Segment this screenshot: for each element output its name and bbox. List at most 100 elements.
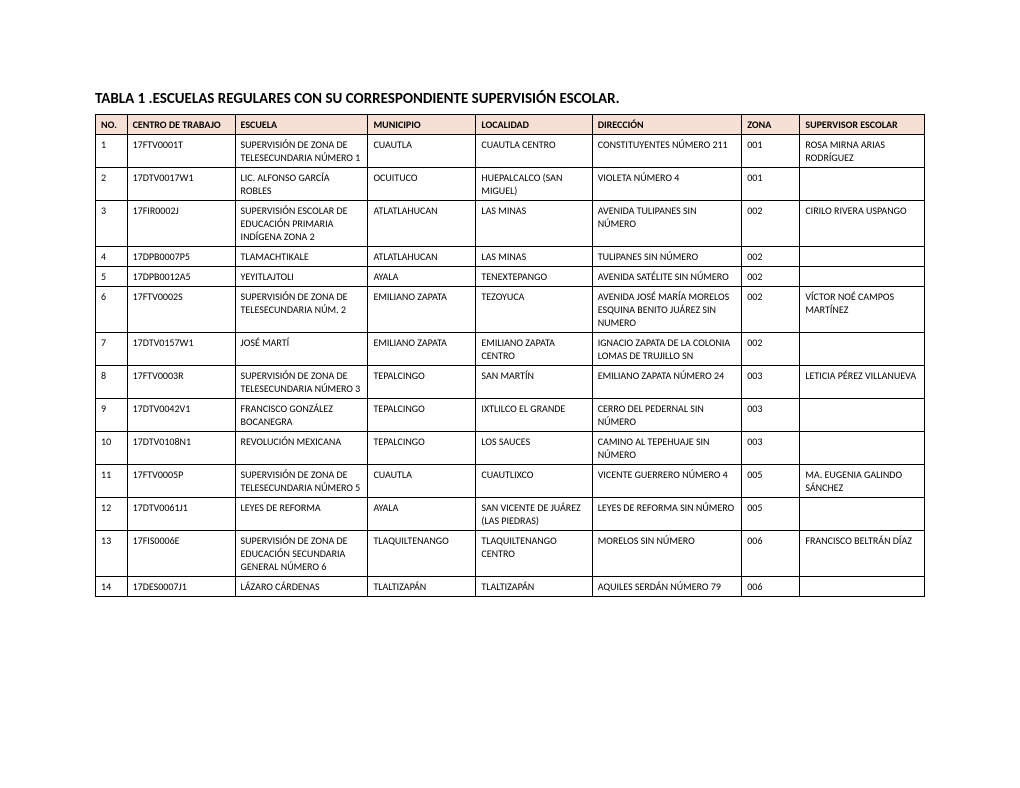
cell-direccion: AVENIDA JOSÉ MARÍA MORELOS ESQUINA BENIT… xyxy=(592,287,742,333)
cell-supervisor xyxy=(800,399,925,432)
cell-direccion: VIOLETA NÚMERO 4 xyxy=(592,168,742,201)
cell-zona: 002 xyxy=(742,287,800,333)
cell-municipio: AYALA xyxy=(368,498,476,531)
cell-supervisor xyxy=(800,498,925,531)
cell-centro: 17FIR0002J xyxy=(127,201,235,247)
table-row: 417DPB0007P5TLAMACHTIKALEATLATLAHUCANLAS… xyxy=(96,247,925,267)
cell-direccion: CONSTITUYENTES NÚMERO 211 xyxy=(592,135,742,168)
cell-localidad: HUEPALCALCO (SAN MIGUEL) xyxy=(476,168,592,201)
table-row: 517DPB0012A5YEYITLAJTOLIAYALATENEXTEPANG… xyxy=(96,267,925,287)
cell-zona: 005 xyxy=(742,498,800,531)
cell-escuela: YEYITLAJTOLI xyxy=(235,267,368,287)
cell-localidad: TENEXTEPANGO xyxy=(476,267,592,287)
cell-municipio: ATLATLAHUCAN xyxy=(368,201,476,247)
cell-escuela: LÁZARO CÁRDENAS xyxy=(235,577,368,597)
col-centro: CENTRO DE TRABAJO xyxy=(127,115,235,135)
cell-municipio: AYALA xyxy=(368,267,476,287)
col-direccion: DIRECCIÓN xyxy=(592,115,742,135)
cell-escuela: SUPERVISIÓN DE ZONA DE TELESECUNDARIA NÚ… xyxy=(235,287,368,333)
table-row: 1317FIS0006ESUPERVISIÓN DE ZONA DE EDUCA… xyxy=(96,531,925,577)
cell-centro: 17DES0007J1 xyxy=(127,577,235,597)
cell-centro: 17FIS0006E xyxy=(127,531,235,577)
cell-municipio: EMILIANO ZAPATA xyxy=(368,333,476,366)
cell-localidad: LAS MINAS xyxy=(476,201,592,247)
table-row: 717DTV0157W1JOSÉ MARTÍEMILIANO ZAPATAEMI… xyxy=(96,333,925,366)
cell-escuela: LEYES DE REFORMA xyxy=(235,498,368,531)
cell-supervisor: VÍCTOR NOÉ CAMPOS MARTÍNEZ xyxy=(800,287,925,333)
table-row: 1117FTV0005PSUPERVISIÓN DE ZONA DE TELES… xyxy=(96,465,925,498)
cell-localidad: SAN VICENTE DE JUÁREZ (LAS PIEDRAS) xyxy=(476,498,592,531)
cell-centro: 17FTV0005P xyxy=(127,465,235,498)
cell-no: 7 xyxy=(96,333,128,366)
cell-no: 8 xyxy=(96,366,128,399)
cell-zona: 003 xyxy=(742,432,800,465)
cell-municipio: OCUITUCO xyxy=(368,168,476,201)
col-escuela: ESCUELA xyxy=(235,115,368,135)
cell-direccion: AVENIDA TULIPANES SIN NÚMERO xyxy=(592,201,742,247)
cell-centro: 17DTV0108N1 xyxy=(127,432,235,465)
cell-zona: 003 xyxy=(742,366,800,399)
cell-escuela: TLAMACHTIKALE xyxy=(235,247,368,267)
cell-supervisor xyxy=(800,577,925,597)
cell-municipio: TLAQUILTENANGO xyxy=(368,531,476,577)
table-row: 317FIR0002JSUPERVISIÓN ESCOLAR DE EDUCAC… xyxy=(96,201,925,247)
col-localidad: LOCALIDAD xyxy=(476,115,592,135)
cell-centro: 17DTV0017W1 xyxy=(127,168,235,201)
cell-escuela: LIC. ALFONSO GARCÍA ROBLES xyxy=(235,168,368,201)
cell-direccion: AVENIDA SATÉLITE SIN NÚMERO xyxy=(592,267,742,287)
cell-direccion: LEYES DE REFORMA SIN NÚMERO xyxy=(592,498,742,531)
col-supervisor: SUPERVISOR ESCOLAR xyxy=(800,115,925,135)
cell-centro: 17DPB0012A5 xyxy=(127,267,235,287)
cell-localidad: SAN MARTÍN xyxy=(476,366,592,399)
cell-direccion: CAMINO AL TEPEHUAJE SIN NÚMERO xyxy=(592,432,742,465)
col-no: NO. xyxy=(96,115,128,135)
table-row: 217DTV0017W1LIC. ALFONSO GARCÍA ROBLESOC… xyxy=(96,168,925,201)
cell-localidad: CUAUTLIXCO xyxy=(476,465,592,498)
cell-no: 2 xyxy=(96,168,128,201)
cell-zona: 006 xyxy=(742,531,800,577)
cell-zona: 002 xyxy=(742,333,800,366)
cell-localidad: IXTLILCO EL GRANDE xyxy=(476,399,592,432)
cell-direccion: MORELOS SIN NÚMERO xyxy=(592,531,742,577)
cell-municipio: TEPALCINGO xyxy=(368,399,476,432)
table-row: 917DTV0042V1FRANCISCO GONZÁLEZ BOCANEGRA… xyxy=(96,399,925,432)
table-row: 1017DTV0108N1REVOLUCIÓN MEXICANATEPALCIN… xyxy=(96,432,925,465)
cell-municipio: TEPALCINGO xyxy=(368,432,476,465)
table-row: 1417DES0007J1LÁZARO CÁRDENASTLALTIZAPÁNT… xyxy=(96,577,925,597)
cell-centro: 17DTV0061J1 xyxy=(127,498,235,531)
cell-supervisor xyxy=(800,168,925,201)
cell-supervisor: FRANCISCO BELTRÁN DÍAZ xyxy=(800,531,925,577)
cell-supervisor: CIRILO RIVERA USPANGO xyxy=(800,201,925,247)
cell-escuela: SUPERVISIÓN DE ZONA DE EDUCACIÓN SECUNDA… xyxy=(235,531,368,577)
cell-supervisor xyxy=(800,247,925,267)
cell-no: 3 xyxy=(96,201,128,247)
table-title: TABLA 1 .ESCUELAS REGULARES CON SU CORRE… xyxy=(95,90,925,108)
cell-localidad: LOS SAUCES xyxy=(476,432,592,465)
cell-zona: 002 xyxy=(742,201,800,247)
table-row: 617FTV0002SSUPERVISIÓN DE ZONA DE TELESE… xyxy=(96,287,925,333)
cell-no: 1 xyxy=(96,135,128,168)
cell-direccion: TULIPANES SIN NÚMERO xyxy=(592,247,742,267)
table-row: 1217DTV0061J1LEYES DE REFORMAAYALASAN VI… xyxy=(96,498,925,531)
cell-no: 9 xyxy=(96,399,128,432)
cell-localidad: EMILIANO ZAPATA CENTRO xyxy=(476,333,592,366)
cell-direccion: CERRO DEL PEDERNAL SIN NÚMERO xyxy=(592,399,742,432)
cell-no: 6 xyxy=(96,287,128,333)
cell-no: 4 xyxy=(96,247,128,267)
cell-direccion: AQUILES SERDÁN NÚMERO 79 xyxy=(592,577,742,597)
cell-centro: 17FTV0003R xyxy=(127,366,235,399)
cell-supervisor: MA. EUGENIA GALINDO SÁNCHEZ xyxy=(800,465,925,498)
cell-escuela: SUPERVISIÓN DE ZONA DE TELESECUNDARIA NÚ… xyxy=(235,465,368,498)
cell-direccion: VICENTE GUERRERO NÚMERO 4 xyxy=(592,465,742,498)
cell-zona: 002 xyxy=(742,267,800,287)
cell-centro: 17FTV0002S xyxy=(127,287,235,333)
cell-localidad: TLAQUILTENANGO CENTRO xyxy=(476,531,592,577)
cell-direccion: IGNACIO ZAPATA DE LA COLONIA LOMAS DE TR… xyxy=(592,333,742,366)
cell-centro: 17FTV0001T xyxy=(127,135,235,168)
cell-no: 5 xyxy=(96,267,128,287)
cell-zona: 006 xyxy=(742,577,800,597)
cell-localidad: TLALTIZAPÁN xyxy=(476,577,592,597)
cell-escuela: FRANCISCO GONZÁLEZ BOCANEGRA xyxy=(235,399,368,432)
cell-no: 10 xyxy=(96,432,128,465)
cell-zona: 001 xyxy=(742,168,800,201)
